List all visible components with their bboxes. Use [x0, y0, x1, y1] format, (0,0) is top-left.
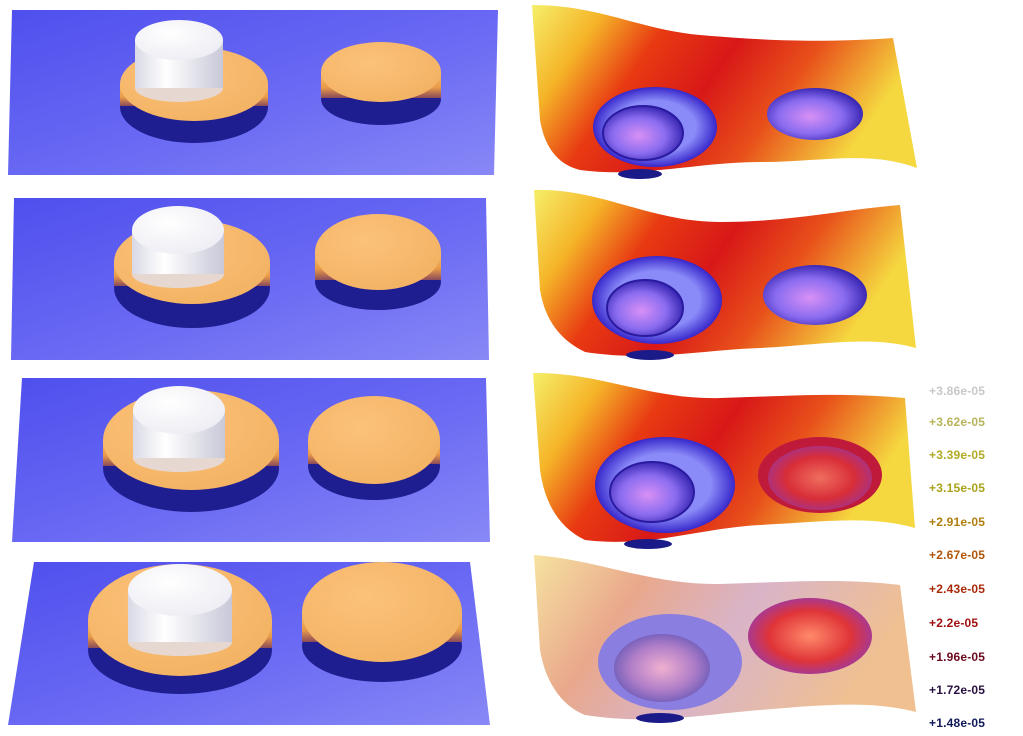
white-cap — [135, 20, 223, 102]
solution-surface-2 — [534, 189, 916, 360]
colorbar-label-6: +2.67e-05 — [929, 548, 986, 562]
white-cap — [128, 564, 232, 656]
solution-surface-4 — [534, 555, 916, 723]
colorbar-label-10: +1.72e-05 — [929, 683, 986, 697]
geometry-panel-4 — [8, 562, 490, 725]
small-disk — [302, 562, 462, 682]
colorbar-label-8: +2.2e-05 — [929, 616, 979, 630]
small-disk — [308, 396, 440, 500]
colorbar-label-1: +3.86e-05 — [929, 384, 986, 398]
small-disk — [315, 214, 441, 310]
solution-surface-1 — [532, 5, 917, 179]
colorbar-label-4: +3.15e-05 — [929, 481, 986, 495]
solution-column — [532, 5, 917, 723]
colorbar-label-11: +1.48e-05 — [929, 716, 986, 730]
colorbar-label-7: +2.43e-05 — [929, 582, 986, 596]
geometry-panel-3 — [12, 378, 490, 542]
colorbar-label-3: +3.39e-05 — [929, 448, 986, 462]
colorbar-label-9: +1.96e-05 — [929, 650, 986, 664]
colorbar-label-2: +3.62e-05 — [929, 415, 986, 429]
geometry-panel-2 — [11, 198, 489, 360]
white-cap — [133, 386, 225, 472]
white-cap — [132, 206, 224, 288]
small-disk — [321, 42, 441, 125]
geometry-panel-1 — [8, 10, 498, 175]
colorbar-label-5: +2.91e-05 — [929, 515, 986, 529]
geometry-column — [8, 10, 498, 725]
solution-surface-3 — [533, 372, 915, 549]
